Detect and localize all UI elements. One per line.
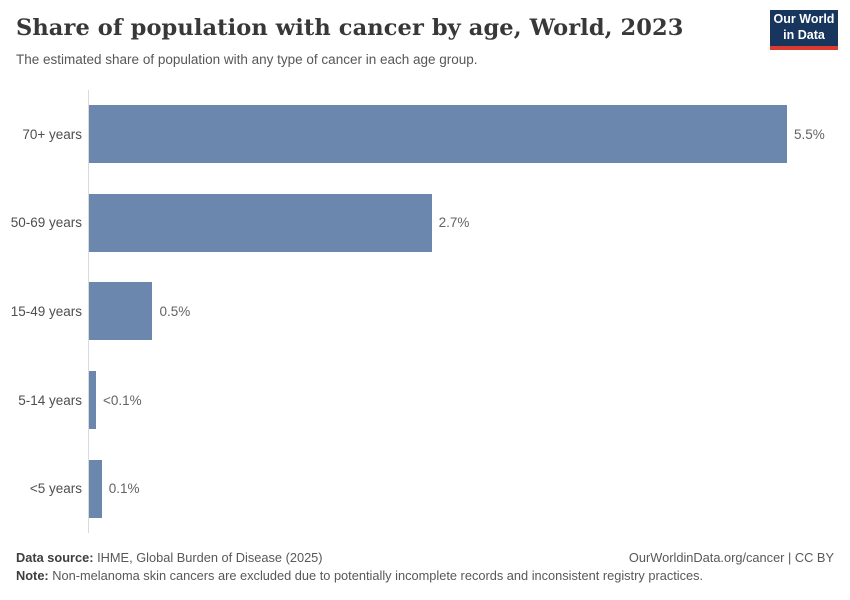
bar-area: 0.1%	[89, 444, 850, 533]
bar-row: 5-14 years <0.1%	[0, 356, 850, 445]
y-axis-line	[88, 90, 89, 533]
bar-area: <0.1%	[89, 356, 850, 445]
bar-row: <5 years 0.1%	[0, 444, 850, 533]
bar-row: 15-49 years 0.5%	[0, 267, 850, 356]
category-label: 5-14 years	[18, 392, 82, 408]
data-source-value: IHME, Global Burden of Disease (2025)	[93, 549, 323, 565]
data-source-label: Data source:	[16, 549, 94, 565]
note-label: Note:	[16, 568, 49, 584]
chart-footer: Data source: IHME, Global Burden of Dise…	[16, 549, 834, 586]
chart-subtitle: The estimated share of population with a…	[16, 52, 478, 67]
chart-note: Note: Non-melanoma skin cancers are excl…	[16, 567, 834, 586]
bar[interactable]	[89, 459, 102, 518]
logo-text-line2: in Data	[783, 27, 825, 42]
category-label: <5 years	[29, 481, 82, 497]
bar-area: 2.7%	[89, 179, 850, 268]
data-source: Data source: IHME, Global Burden of Dise…	[16, 549, 323, 568]
license-link[interactable]: OurWorldinData.org/cancer | CC BY	[628, 549, 834, 565]
value-label: 5.5%	[794, 126, 825, 142]
bar-area: 0.5%	[89, 267, 850, 356]
category-label: 15-49 years	[10, 303, 82, 319]
value-label: 2.7%	[438, 215, 470, 231]
category-label: 70+ years	[22, 126, 82, 142]
note-value: Non-melanoma skin cancers are excluded d…	[48, 568, 704, 584]
bar[interactable]	[89, 105, 787, 164]
category-label: 50-69 years	[10, 215, 82, 231]
bar-chart: 70+ years 5.5% 50-69 years 2.7% 15-49 years 0…	[0, 90, 850, 533]
footer-source-row: Data source: IHME, Global Burden of Dise…	[16, 549, 834, 568]
page-title: Share of population with cancer by age, …	[16, 15, 684, 41]
bar[interactable]	[89, 282, 153, 341]
bar-area: 5.5%	[89, 90, 850, 179]
bar-row: 70+ years 5.5%	[0, 90, 850, 179]
value-label: <0.1%	[102, 392, 142, 408]
value-label: 0.1%	[108, 481, 140, 497]
bar-row: 50-69 years 2.7%	[0, 179, 850, 268]
bar[interactable]	[89, 193, 432, 252]
bar[interactable]	[89, 371, 96, 430]
logo-text-line1: Our World	[773, 12, 835, 26]
value-label: 0.5%	[159, 303, 191, 319]
owid-logo: Our World in Data	[770, 10, 838, 50]
